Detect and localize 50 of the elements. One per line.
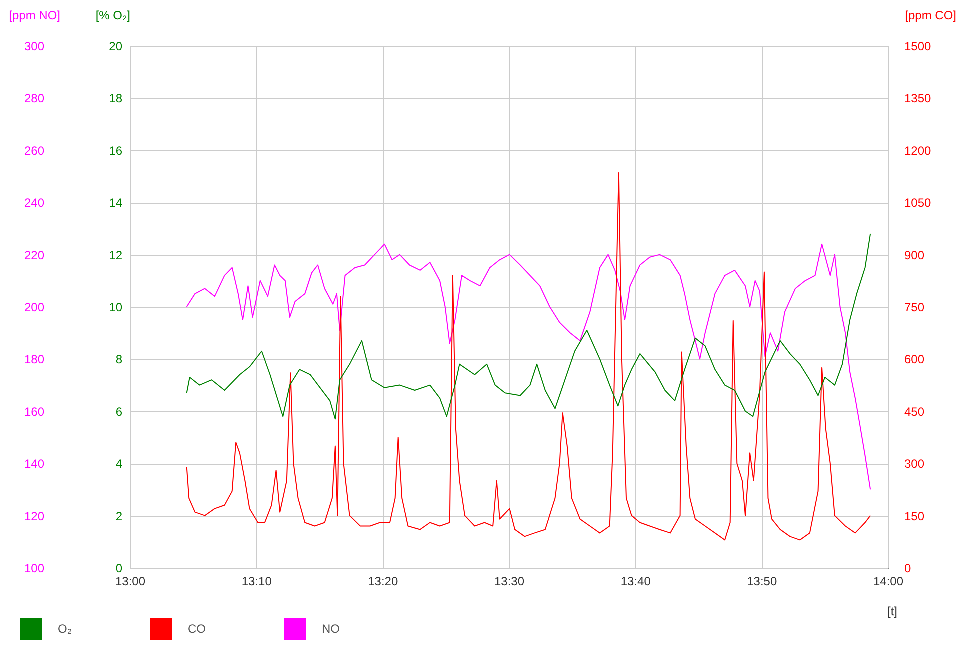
y-tick-label: 18 [109, 92, 123, 106]
y-tick-label: 6 [116, 404, 123, 419]
line-series [186, 233, 872, 420]
y-axis-title: [% O₂] [96, 8, 130, 22]
y-tick-label: 2 [116, 509, 123, 524]
y-tick-label: 10 [109, 300, 123, 314]
y3-axis-title: [ppm NO] [9, 8, 60, 22]
line-series [186, 172, 872, 541]
x-tick-label: 13:20 [368, 574, 398, 588]
y3-tick-label: 200 [24, 300, 45, 314]
y-tick-label: 12 [109, 248, 123, 262]
y3-tick-label: 280 [24, 92, 45, 106]
y3-tick-label: 240 [24, 196, 45, 210]
x-tick-label: 13:40 [620, 574, 652, 588]
line-series [186, 244, 872, 490]
y2-tick-label: 1350 [904, 92, 932, 106]
y3-tick-label: 180 [24, 352, 45, 367]
y3-tick-label: 140 [24, 457, 45, 472]
y3-tick-label: 260 [24, 144, 45, 158]
legend-label: O₂ [58, 622, 72, 636]
y2-tick-label: 1200 [904, 144, 932, 158]
y3-tick-label: 220 [24, 248, 45, 262]
y2-tick-label: 150 [904, 509, 925, 524]
y3-tick-label: 120 [24, 509, 45, 524]
x-tick-label: 14:00 [873, 574, 904, 588]
y2-tick-label: 1050 [904, 196, 932, 210]
legend-label: CO [188, 622, 206, 636]
y-tick-label: 8 [116, 352, 123, 367]
y-tick-label: 4 [116, 457, 123, 472]
legend-label: NO [322, 622, 340, 636]
y2-tick-label: 750 [904, 300, 925, 314]
y-tick-label: 20 [109, 40, 123, 54]
x-tick-label: 13:50 [747, 574, 778, 588]
y2-tick-label: 1500 [904, 40, 932, 54]
y3-tick-label: 300 [24, 40, 45, 54]
x-tick-label: 13:10 [242, 574, 272, 588]
y-tick-label: 0 [116, 562, 123, 576]
y2-axis-title: [ppm CO] [905, 8, 956, 22]
y2-tick-label: 450 [904, 404, 925, 419]
y-tick-label: 16 [109, 144, 123, 158]
y2-tick-label: 0 [904, 562, 912, 576]
x-axis-title: [t] [887, 604, 898, 618]
y-tick-label: 14 [109, 196, 123, 210]
y2-tick-label: 600 [904, 352, 925, 367]
y3-tick-label: 100 [24, 562, 45, 576]
y2-tick-label: 900 [904, 248, 925, 262]
x-tick-label: 13:00 [115, 574, 146, 588]
y2-tick-label: 300 [904, 457, 925, 472]
x-tick-label: 13:30 [494, 574, 525, 588]
y3-tick-label: 160 [24, 404, 45, 419]
